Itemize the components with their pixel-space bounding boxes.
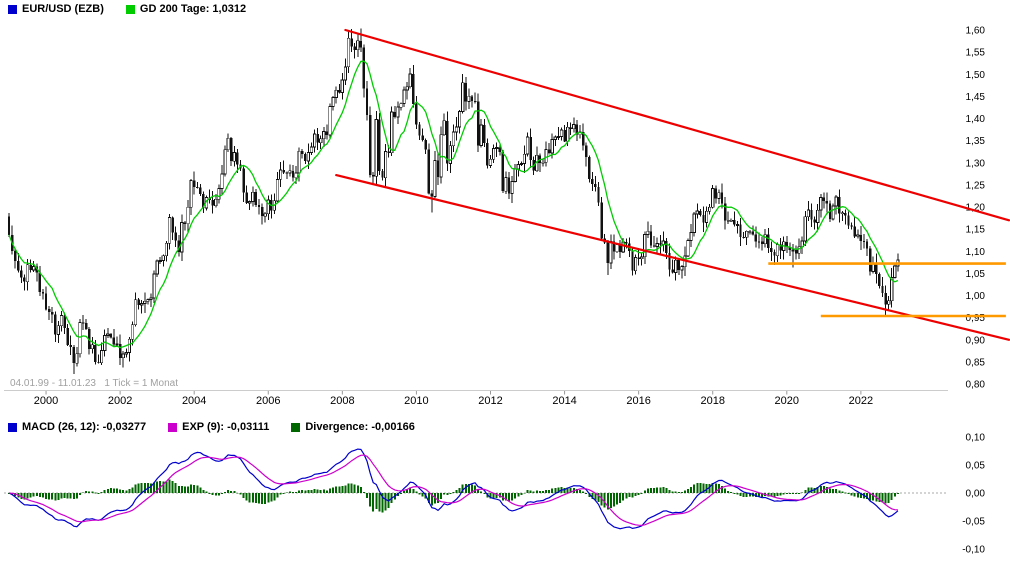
svg-text:0,95: 0,95 <box>966 313 986 324</box>
svg-text:1,40: 1,40 <box>966 114 986 125</box>
svg-text:0,05: 0,05 <box>966 461 986 472</box>
svg-text:2012: 2012 <box>478 395 502 407</box>
svg-text:-0,05: -0,05 <box>962 517 985 528</box>
legend-item-eurusd: EUR/USD (EZB) <box>8 3 104 15</box>
svg-text:2018: 2018 <box>700 395 724 407</box>
legend-item-exp: EXP (9): -0,03111 <box>168 421 269 433</box>
svg-text:2004: 2004 <box>182 395 206 407</box>
svg-text:1,10: 1,10 <box>966 247 986 258</box>
legend-item-gd200: GD 200 Tage: 1,0312 <box>125 3 247 15</box>
svg-text:2022: 2022 <box>849 395 873 407</box>
svg-text:2020: 2020 <box>775 395 799 407</box>
macd-series-swatch-icon <box>8 422 17 432</box>
macd-series-label: MACD (26, 12): -0,03277 <box>22 421 147 433</box>
svg-text:0,85: 0,85 <box>966 357 986 368</box>
svg-text:-0,10: -0,10 <box>962 545 985 556</box>
svg-text:2014: 2014 <box>552 395 576 407</box>
svg-text:2008: 2008 <box>330 395 354 407</box>
svg-text:2000: 2000 <box>34 395 58 407</box>
svg-text:2002: 2002 <box>108 395 132 407</box>
svg-text:1,05: 1,05 <box>966 269 986 280</box>
svg-text:1,60: 1,60 <box>966 26 986 37</box>
svg-text:1,15: 1,15 <box>966 225 986 236</box>
legend-item-divergence: Divergence: -0,00166 <box>291 421 415 433</box>
main-chart-legend: EUR/USD (EZB) GD 200 Tage: 1,0312 <box>8 3 246 15</box>
svg-text:1,20: 1,20 <box>966 203 986 214</box>
svg-text:1,45: 1,45 <box>966 92 986 103</box>
gd200-series-swatch-icon <box>125 4 135 14</box>
legend-item-macd: MACD (26, 12): -0,03277 <box>8 421 146 433</box>
gd200-series-label: GD 200 Tage: 1,0312 <box>139 3 247 15</box>
date-range-label: 04.01.99 - 11.01.23 1 Tick = 1 Monat <box>10 378 178 389</box>
svg-text:1,25: 1,25 <box>966 180 986 191</box>
macd-legend: MACD (26, 12): -0,03277 EXP (9): -0,0311… <box>8 421 415 433</box>
eurusd-series-label: EUR/USD (EZB) <box>22 3 104 15</box>
svg-text:0,80: 0,80 <box>966 380 986 391</box>
svg-text:1,55: 1,55 <box>966 48 986 59</box>
svg-text:1,30: 1,30 <box>966 158 986 169</box>
svg-text:1,50: 1,50 <box>966 70 986 81</box>
svg-text:0,00: 0,00 <box>966 489 986 500</box>
exp-series-swatch-icon <box>168 422 178 432</box>
divergence-series-swatch-icon <box>291 422 301 432</box>
svg-text:0,10: 0,10 <box>966 433 986 444</box>
eurusd-series-swatch-icon <box>8 4 17 14</box>
divergence-series-label: Divergence: -0,00166 <box>305 421 415 433</box>
exp-series-label: EXP (9): -0,03111 <box>182 421 270 433</box>
svg-text:1,00: 1,00 <box>966 291 986 302</box>
svg-text:2010: 2010 <box>404 395 428 407</box>
svg-text:1,35: 1,35 <box>966 136 986 147</box>
svg-text:0,90: 0,90 <box>966 335 986 346</box>
svg-text:2006: 2006 <box>256 395 280 407</box>
svg-text:2016: 2016 <box>626 395 650 407</box>
